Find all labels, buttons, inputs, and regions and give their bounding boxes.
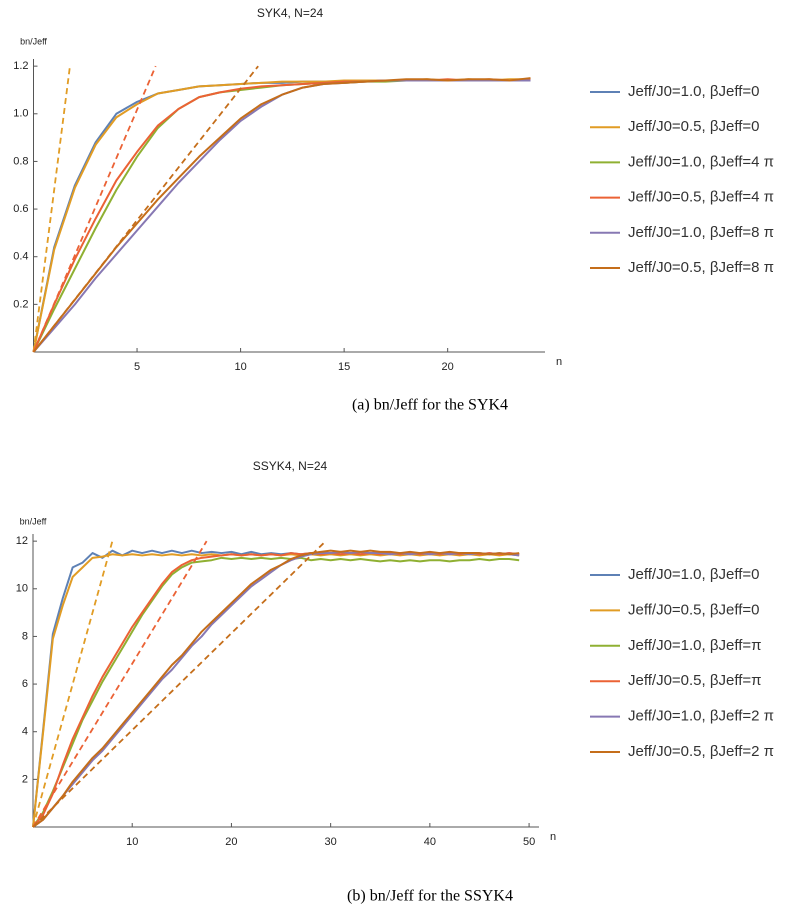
reference-line (32, 66, 71, 353)
data-line (32, 79, 531, 353)
legend-label: Jeff/J0=0.5, βJeff=4 π (628, 189, 774, 206)
legend-label: Jeff/J0=1.0, βJeff=4 π (628, 153, 774, 170)
y-axis-label: bn/Jeff (20, 36, 47, 46)
legend-label: Jeff/J0=1.0, βJeff=0 (628, 566, 760, 583)
caption: (b) bn/Jeff for the SSYK4 (347, 888, 513, 905)
legend-label: Jeff/J0=0.5, βJeff=8 π (628, 259, 774, 276)
data-line (32, 549, 520, 828)
legend-label: Jeff/J0=1.0, βJeff=8 π (628, 224, 774, 241)
y-tick-label: 8 (22, 630, 28, 642)
reference-line (32, 65, 157, 353)
y-tick-label: 6 (22, 678, 28, 690)
data-line (32, 79, 531, 353)
data-line (32, 77, 531, 353)
y-tick-label: 0.4 (13, 251, 28, 263)
legend-label: Jeff/J0=1.0, βJeff=π (628, 637, 762, 654)
legend-label: Jeff/J0=0.5, βJeff=π (628, 672, 762, 689)
data-line (32, 78, 531, 353)
data-line (32, 78, 531, 353)
chart-title: SYK4, N=24 (257, 6, 324, 20)
x-tick-label: 5 (134, 361, 140, 373)
reference-line (32, 540, 208, 828)
legend-label: Jeff/J0=0.5, βJeff=0 (628, 601, 760, 618)
y-tick-label: 2 (22, 773, 28, 785)
x-tick-label: 40 (424, 836, 436, 848)
y-tick-label: 4 (22, 726, 28, 738)
y-tick-label: 12 (16, 535, 28, 547)
x-tick-label: 50 (523, 836, 535, 848)
caption: (a) bn/Jeff for the SYK4 (352, 397, 508, 414)
data-line (32, 556, 520, 828)
legend-label: Jeff/J0=0.5, βJeff=2 π (628, 743, 774, 760)
y-tick-label: 1.2 (13, 60, 28, 72)
x-axis-label: n (550, 831, 556, 843)
x-tick-label: 10 (234, 361, 246, 373)
data-line (32, 553, 520, 828)
reference-line (32, 65, 259, 353)
data-line (32, 549, 520, 828)
x-tick-label: 20 (225, 836, 237, 848)
legend-label: Jeff/J0=1.0, βJeff=2 π (628, 708, 774, 725)
data-line (32, 550, 520, 828)
data-line (32, 79, 531, 353)
x-tick-label: 20 (442, 361, 454, 373)
legend-label: Jeff/J0=0.5, βJeff=0 (628, 118, 760, 135)
x-tick-label: 30 (325, 836, 337, 848)
x-tick-label: 15 (338, 361, 350, 373)
y-tick-label: 0.2 (13, 298, 28, 310)
y-axis-label: bn/Jeff (20, 516, 47, 526)
y-tick-label: 10 (16, 583, 28, 595)
x-axis-label: n (556, 356, 562, 368)
reference-line (32, 540, 327, 828)
chart-title: SSYK4, N=24 (253, 459, 328, 473)
legend-label: Jeff/J0=1.0, βJeff=0 (628, 83, 760, 100)
data-line (32, 552, 520, 828)
y-tick-label: 1.0 (13, 108, 28, 120)
x-tick-label: 10 (126, 836, 138, 848)
y-tick-label: 0.8 (13, 155, 28, 167)
y-tick-label: 0.6 (13, 203, 28, 215)
